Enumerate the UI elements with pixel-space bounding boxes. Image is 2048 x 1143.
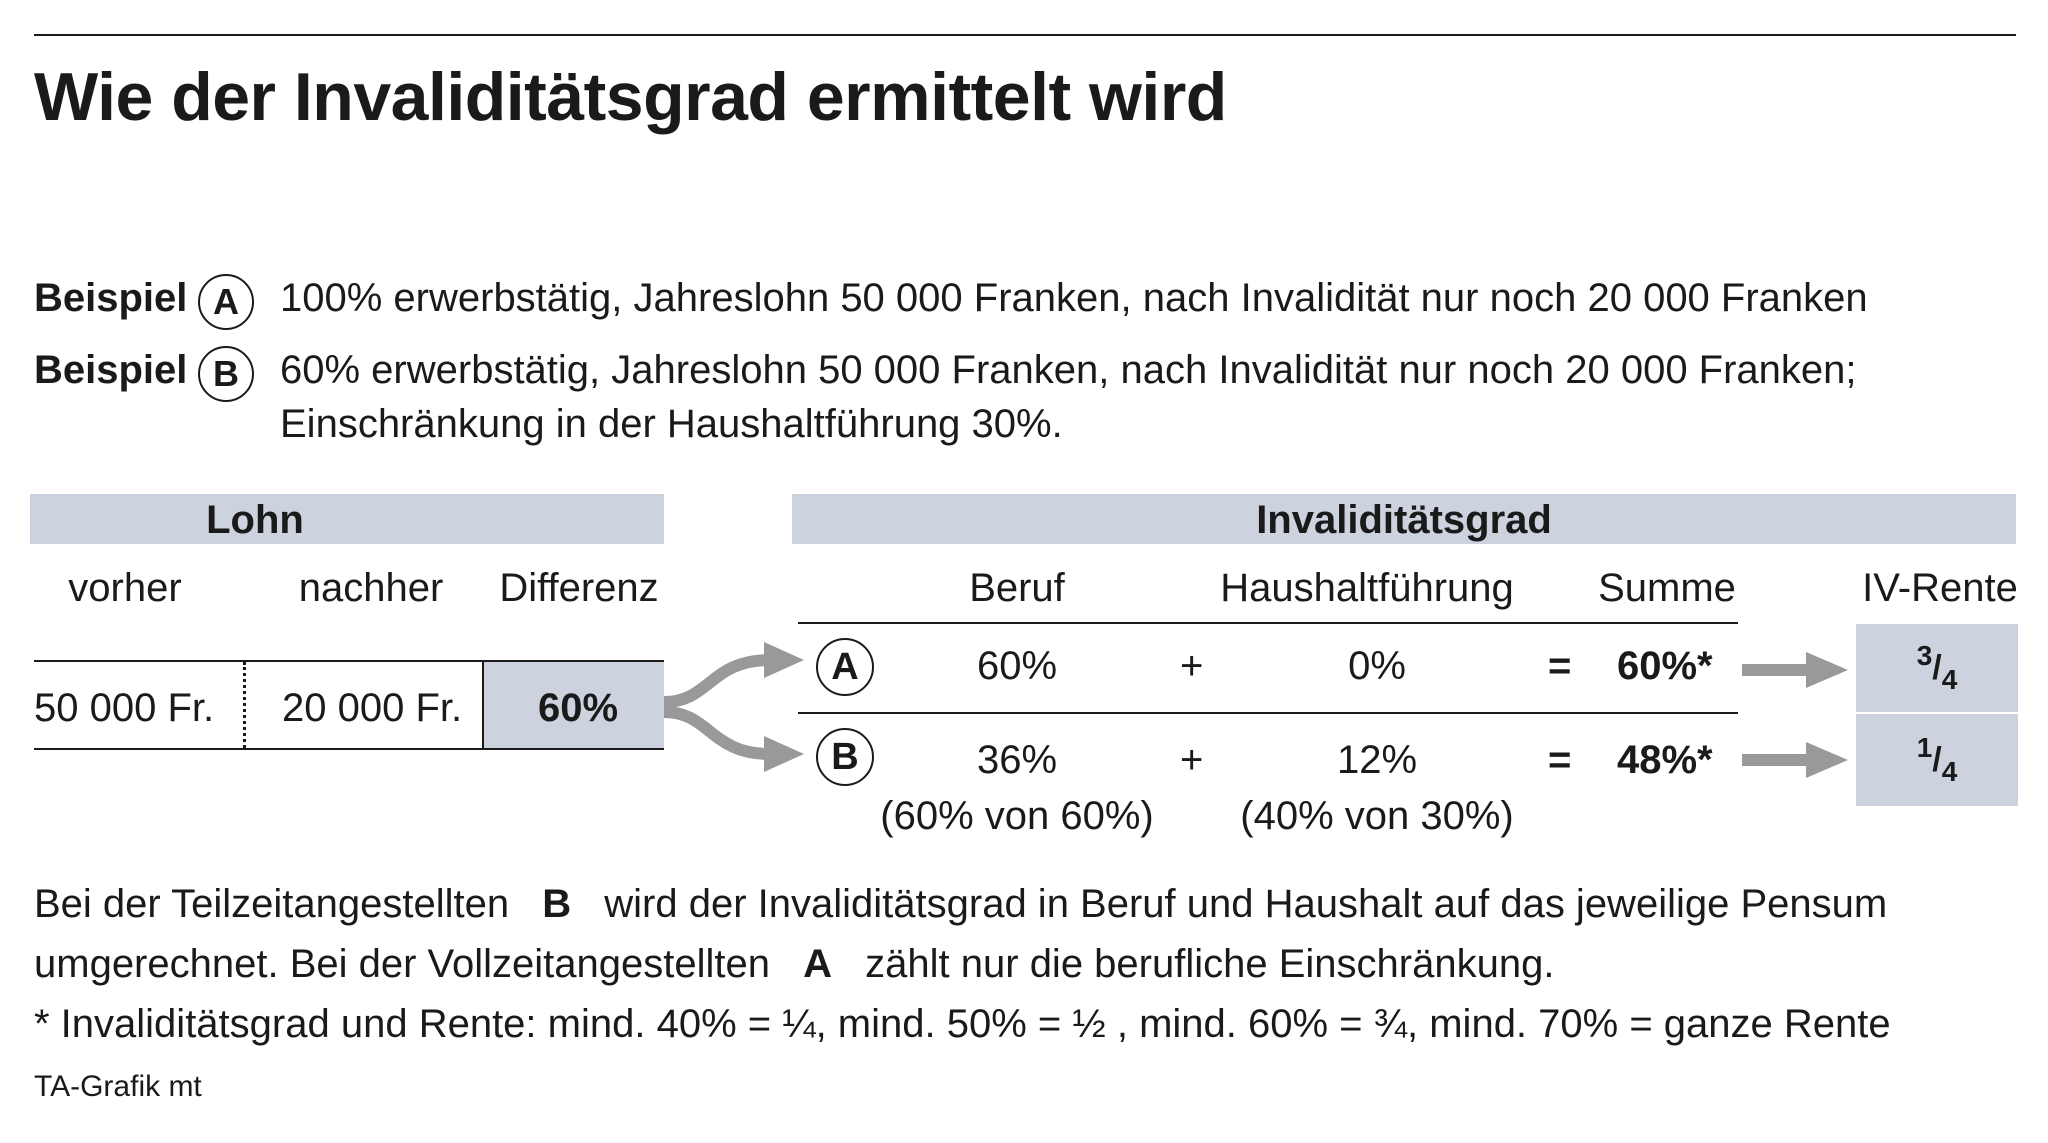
- row-a-rente-cell: 3/4: [1856, 624, 2018, 712]
- grad-col-haushalt: Haushaltführung: [1220, 566, 1514, 610]
- row-b-marker: B: [816, 728, 874, 786]
- lohn-dotted-divider: [243, 662, 246, 748]
- branch-arrow-a-head: [764, 642, 804, 678]
- grad-header-band: [792, 494, 2016, 544]
- row-b-rente-cell: 1/4: [1856, 714, 2018, 806]
- lohn-row-bottom-line: [34, 748, 664, 750]
- example-b-marker: B: [198, 346, 254, 402]
- row-b-arrow: [1742, 742, 1848, 778]
- grad-line-top: [798, 622, 1738, 624]
- branch-arrow-b-head: [764, 736, 804, 772]
- example-b-text: 60% erwerbstätig, Jahreslohn 50 000 Fran…: [280, 348, 1857, 392]
- row-b-equals: =: [1548, 738, 1572, 782]
- row-b-beruf: 36%: [976, 738, 1058, 782]
- row-a-rente: 3/4: [1916, 640, 1958, 695]
- branch-arrows: [663, 642, 804, 772]
- grad-header: Invaliditätsgrad: [1256, 498, 1552, 542]
- top-rule: [34, 34, 2016, 36]
- row-a-summe: 60%*: [1617, 644, 1713, 688]
- lohn-row-top-line: [34, 660, 664, 662]
- lohn-header-band: [30, 494, 664, 544]
- note-line-2-marker: A: [803, 942, 833, 986]
- example-a-text: 100% erwerbstätig, Jahreslohn 50 000 Fra…: [280, 276, 1868, 320]
- row-a-haushalt: 0%: [1348, 644, 1406, 688]
- lohn-differenz-cell: [484, 662, 664, 748]
- page-title: Wie der Invaliditätsgrad ermittelt wird: [34, 59, 1227, 135]
- row-a-arrow: [1742, 652, 1848, 688]
- row-b-haushalt: 12%: [1336, 738, 1418, 782]
- grad-col-rente: IV-Rente: [1862, 566, 2018, 610]
- grad-col-summe: Summe: [1598, 566, 1736, 610]
- lohn-nachher-value: 20 000 Fr.: [282, 686, 463, 730]
- example-a-marker: A: [198, 274, 254, 330]
- row-b-plus: +: [1180, 738, 1204, 782]
- example-a-label: Beispiel: [34, 276, 188, 320]
- lohn-header: Lohn: [206, 498, 304, 542]
- lohn-col-nachher: nachher: [298, 566, 444, 610]
- rente-cell-divider: [1856, 712, 2018, 714]
- row-a-plus: +: [1180, 644, 1204, 688]
- row-a-beruf: 60%: [976, 644, 1058, 688]
- lohn-col-differenz: Differenz: [499, 566, 659, 610]
- note-line-1-marker: B: [542, 882, 572, 926]
- note-line-2: umgerechnet. Bei der Vollzeitangestellte…: [34, 942, 1555, 986]
- lohn-differenz-value: 60%: [538, 686, 619, 730]
- branch-arrow-a: [663, 654, 771, 708]
- row-b-rente: 1/4: [1916, 732, 1958, 787]
- footnote: * Invaliditätsgrad und Rente: mind. 40% …: [34, 1002, 1891, 1046]
- row-b-summe: 48%*: [1617, 738, 1713, 782]
- row-a-equals: =: [1548, 644, 1572, 688]
- example-b-text2: Einschränkung in der Haushaltführung 30%…: [280, 402, 1063, 446]
- lohn-vorher-value: 50 000 Fr.: [34, 686, 215, 730]
- lohn-solid-divider: [482, 662, 484, 748]
- lohn-col-vorher: vorher: [68, 566, 182, 610]
- row-a-marker: A: [816, 638, 874, 696]
- example-b-label: Beispiel: [34, 348, 188, 392]
- branch-arrow-b: [663, 706, 771, 760]
- credit: TA-Grafik mt: [34, 1070, 202, 1103]
- grad-line-mid: [798, 712, 1738, 714]
- row-b-haushalt-note: (40% von 30%): [1240, 794, 1514, 838]
- row-b-beruf-note: (60% von 60%): [880, 794, 1154, 838]
- note-line-1: Bei der Teilzeitangestellten B wird der …: [34, 882, 1888, 926]
- grad-col-beruf: Beruf: [969, 566, 1065, 610]
